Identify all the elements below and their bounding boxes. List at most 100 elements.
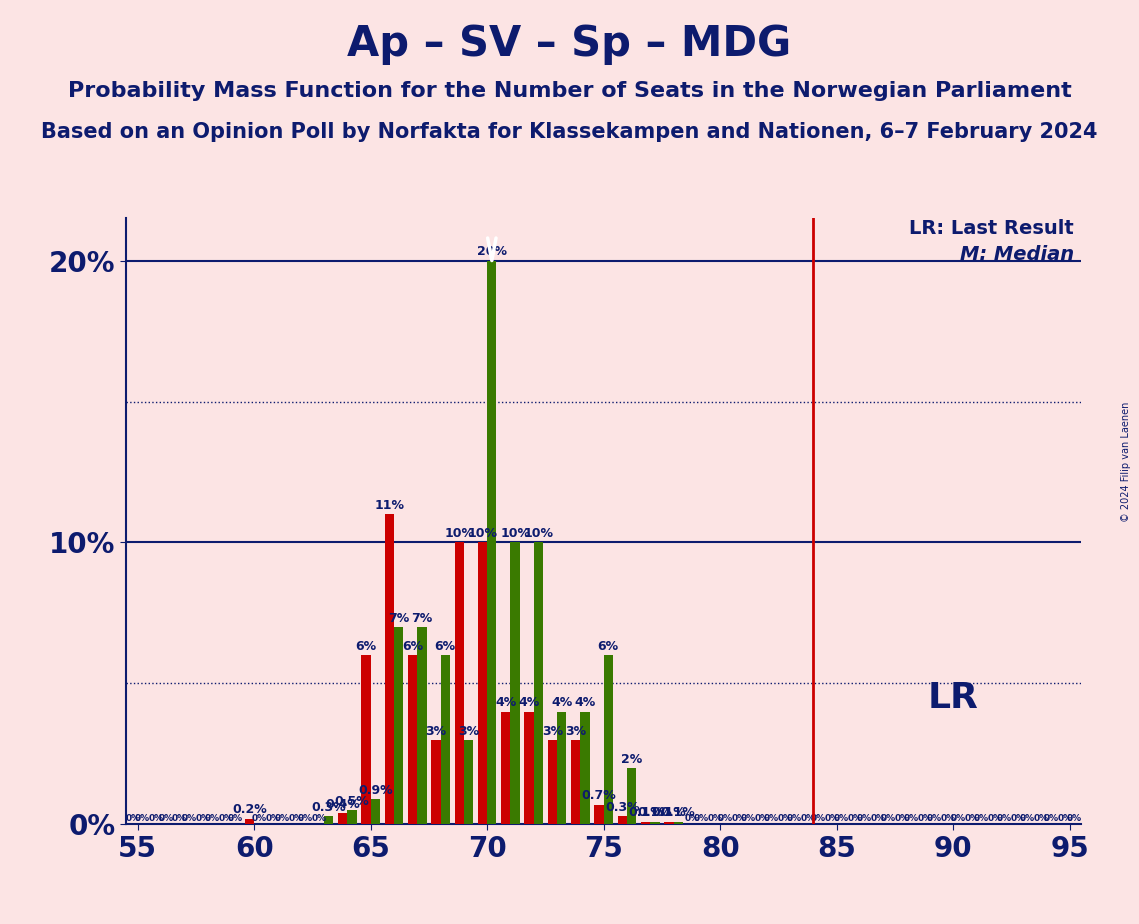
Text: 7%: 7%: [388, 612, 409, 625]
Text: LR: Last Result: LR: Last Result: [909, 219, 1074, 237]
Text: 11%: 11%: [375, 499, 404, 512]
Text: 6%: 6%: [402, 640, 424, 653]
Text: 10%: 10%: [500, 528, 530, 541]
Text: 0%: 0%: [265, 814, 280, 823]
Bar: [641, 821, 650, 824]
Text: 0%: 0%: [740, 814, 755, 823]
Text: 0%: 0%: [1034, 814, 1049, 823]
Text: 3%: 3%: [565, 724, 587, 737]
Text: 0%: 0%: [1043, 814, 1058, 823]
Text: 0%: 0%: [950, 814, 966, 823]
Bar: [394, 627, 403, 824]
Text: 0.1%: 0.1%: [629, 807, 663, 820]
Text: 0%: 0%: [787, 814, 802, 823]
Text: 0%: 0%: [801, 814, 817, 823]
Bar: [454, 542, 464, 824]
Text: 0%: 0%: [288, 814, 304, 823]
Text: LR: LR: [927, 680, 978, 714]
Text: 0%: 0%: [718, 814, 732, 823]
Bar: [571, 740, 581, 824]
Text: 3%: 3%: [542, 724, 563, 737]
Bar: [361, 655, 370, 824]
Bar: [664, 821, 673, 824]
Text: 7%: 7%: [411, 612, 433, 625]
Text: 0%: 0%: [685, 814, 699, 823]
Bar: [501, 711, 510, 824]
Text: 0%: 0%: [274, 814, 289, 823]
Text: 0%: 0%: [941, 814, 956, 823]
Text: 0%: 0%: [125, 814, 140, 823]
Bar: [245, 819, 254, 824]
Text: 0%: 0%: [847, 814, 863, 823]
Bar: [604, 655, 613, 824]
Bar: [408, 655, 417, 824]
Bar: [338, 813, 347, 824]
Text: 0%: 0%: [880, 814, 895, 823]
Bar: [325, 816, 334, 824]
Text: 0%: 0%: [871, 814, 886, 823]
Text: 0%: 0%: [1066, 814, 1082, 823]
Text: 0%: 0%: [974, 814, 989, 823]
Text: 0.1%: 0.1%: [652, 807, 687, 820]
Bar: [385, 515, 394, 824]
Text: 6%: 6%: [355, 640, 377, 653]
Text: 0.3%: 0.3%: [311, 801, 346, 814]
Text: 0%: 0%: [754, 814, 770, 823]
Bar: [464, 740, 473, 824]
Text: 0.2%: 0.2%: [232, 804, 267, 817]
Text: 3%: 3%: [425, 724, 446, 737]
Text: 0%: 0%: [149, 814, 164, 823]
Text: 0%: 0%: [205, 814, 220, 823]
Text: 0%: 0%: [181, 814, 197, 823]
Text: 0%: 0%: [134, 814, 150, 823]
Bar: [432, 740, 441, 824]
Text: 0%: 0%: [764, 814, 779, 823]
Bar: [524, 711, 534, 824]
Text: 0%: 0%: [927, 814, 942, 823]
Text: Probability Mass Function for the Number of Seats in the Norwegian Parliament: Probability Mass Function for the Number…: [67, 81, 1072, 102]
Text: 3%: 3%: [458, 724, 480, 737]
Text: 4%: 4%: [518, 697, 540, 710]
Bar: [347, 810, 357, 824]
Text: 0%: 0%: [708, 814, 723, 823]
Text: © 2024 Filip van Laenen: © 2024 Filip van Laenen: [1122, 402, 1131, 522]
Text: M: Median: M: Median: [960, 245, 1074, 264]
Text: 0%: 0%: [228, 814, 243, 823]
Text: Ap – SV – Sp – MDG: Ap – SV – Sp – MDG: [347, 23, 792, 65]
Text: 0%: 0%: [1021, 814, 1035, 823]
Text: 0.5%: 0.5%: [335, 795, 369, 808]
Text: 20%: 20%: [477, 245, 507, 259]
Text: 0%: 0%: [1057, 814, 1073, 823]
Text: 4%: 4%: [551, 697, 572, 710]
Text: 0%: 0%: [778, 814, 793, 823]
Text: 0%: 0%: [811, 814, 826, 823]
Text: 10%: 10%: [524, 528, 554, 541]
Bar: [548, 740, 557, 824]
Text: 0%: 0%: [158, 814, 173, 823]
Text: 0%: 0%: [997, 814, 1011, 823]
Text: 10%: 10%: [444, 528, 474, 541]
Text: 0%: 0%: [1010, 814, 1026, 823]
Bar: [557, 711, 566, 824]
Text: 0%: 0%: [731, 814, 746, 823]
Text: 2%: 2%: [621, 753, 642, 766]
Text: 0%: 0%: [172, 814, 187, 823]
Bar: [595, 805, 604, 824]
Text: 4%: 4%: [574, 697, 596, 710]
Bar: [510, 542, 519, 824]
Text: 0%: 0%: [694, 814, 710, 823]
Text: 0%: 0%: [312, 814, 327, 823]
Text: 0.4%: 0.4%: [326, 797, 360, 811]
Bar: [478, 542, 487, 824]
Text: 4%: 4%: [495, 697, 516, 710]
Bar: [417, 627, 427, 824]
Text: Based on an Opinion Poll by Norfakta for Klassekampen and Nationen, 6–7 February: Based on an Opinion Poll by Norfakta for…: [41, 122, 1098, 142]
Text: 0%: 0%: [988, 814, 1002, 823]
Text: 0%: 0%: [894, 814, 909, 823]
Bar: [673, 821, 683, 824]
Text: 0%: 0%: [219, 814, 233, 823]
Text: 6%: 6%: [435, 640, 456, 653]
Bar: [617, 816, 626, 824]
Text: 0.3%: 0.3%: [605, 801, 640, 814]
Bar: [487, 261, 497, 824]
